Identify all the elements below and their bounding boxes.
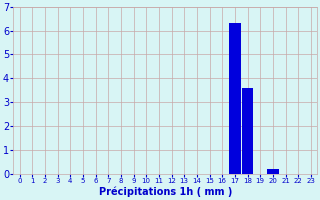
- Bar: [229, 23, 241, 174]
- X-axis label: Précipitations 1h ( mm ): Précipitations 1h ( mm ): [99, 187, 232, 197]
- Bar: [242, 88, 253, 174]
- Bar: [267, 169, 279, 174]
